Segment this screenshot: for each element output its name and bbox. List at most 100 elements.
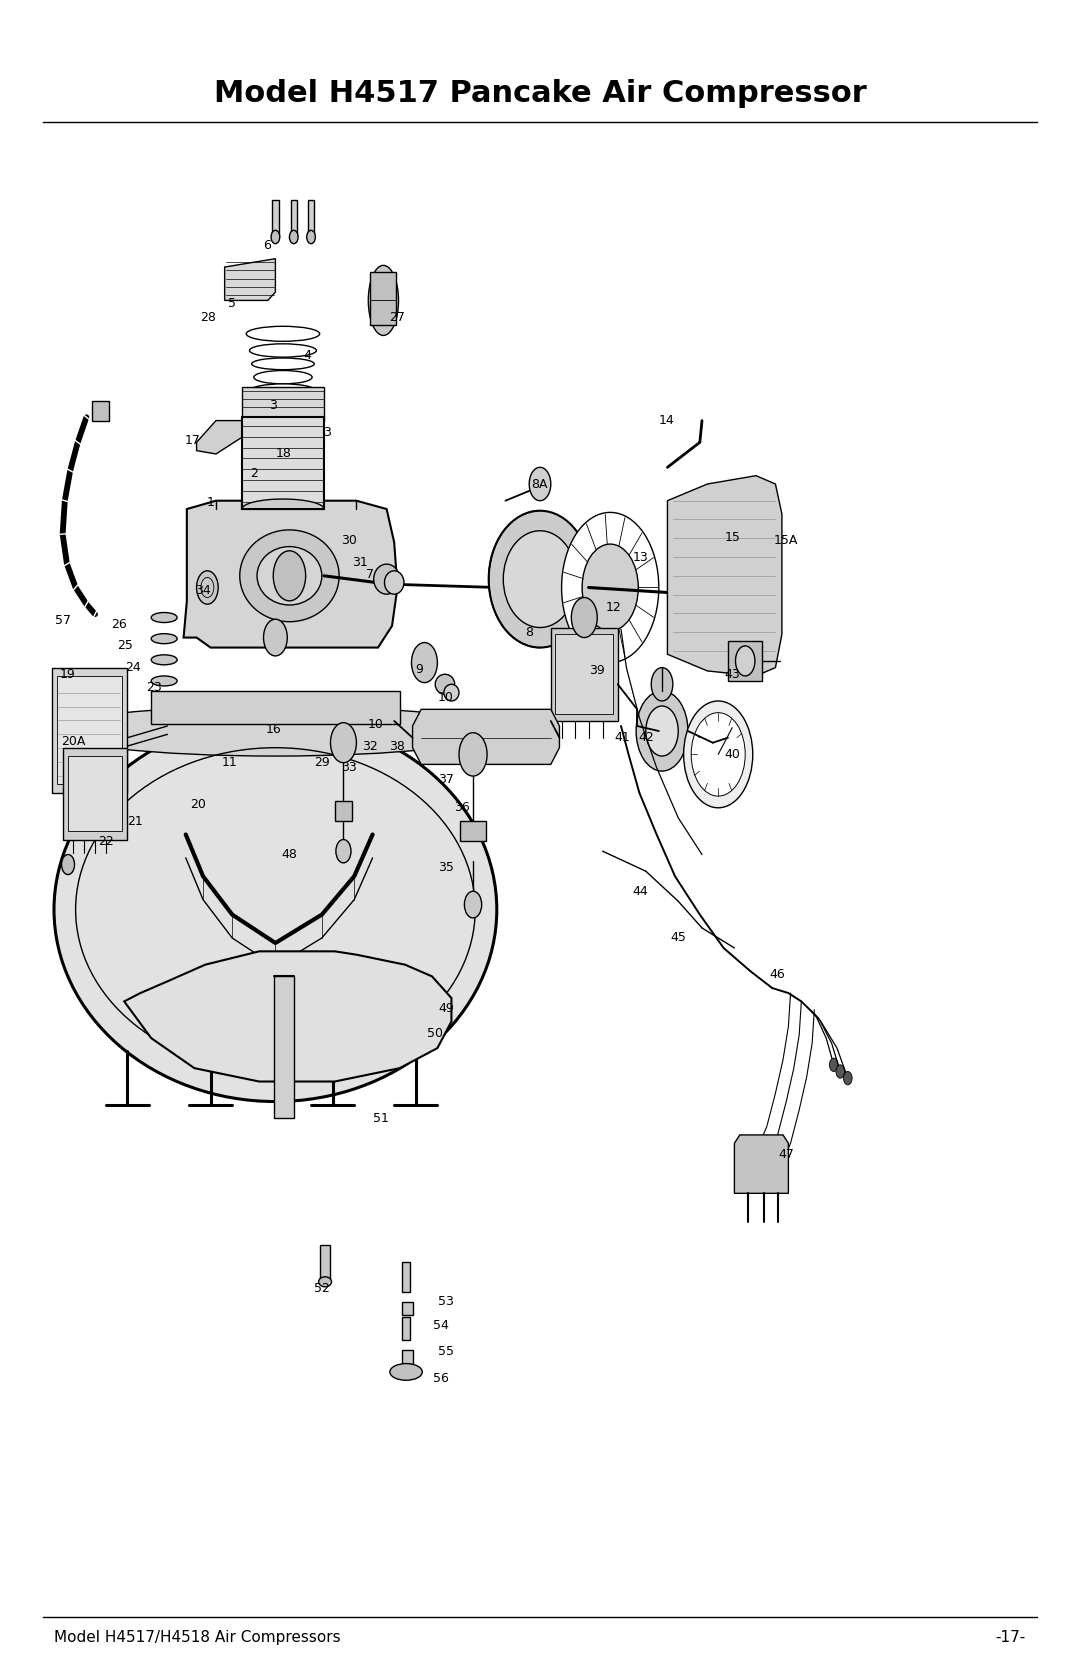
- Circle shape: [571, 598, 597, 638]
- Polygon shape: [184, 501, 397, 648]
- Text: 32: 32: [363, 739, 378, 753]
- Text: 12: 12: [606, 601, 621, 614]
- Ellipse shape: [54, 718, 497, 1102]
- Text: 3: 3: [269, 399, 278, 412]
- Text: 9: 9: [415, 663, 423, 676]
- Bar: [551, 628, 618, 721]
- Circle shape: [529, 467, 551, 501]
- Ellipse shape: [390, 1364, 422, 1380]
- Circle shape: [843, 1071, 852, 1085]
- Ellipse shape: [252, 359, 314, 371]
- Bar: [52, 668, 127, 793]
- Text: 47: 47: [779, 1148, 794, 1162]
- Bar: [151, 691, 400, 724]
- Bar: [460, 821, 486, 841]
- Ellipse shape: [246, 325, 320, 342]
- Circle shape: [646, 706, 678, 756]
- Bar: [274, 976, 294, 1118]
- Text: 39: 39: [590, 664, 605, 678]
- Polygon shape: [197, 421, 242, 454]
- Bar: [272, 200, 279, 237]
- Ellipse shape: [444, 684, 459, 701]
- Text: 29: 29: [314, 756, 329, 769]
- Bar: [57, 676, 122, 784]
- Text: 14: 14: [659, 414, 674, 427]
- Text: 46: 46: [770, 968, 785, 981]
- Ellipse shape: [254, 371, 312, 384]
- Text: 54: 54: [433, 1319, 448, 1332]
- Text: 31: 31: [352, 556, 367, 569]
- Ellipse shape: [249, 344, 316, 357]
- Text: 17: 17: [185, 434, 200, 447]
- Bar: [242, 417, 324, 509]
- Text: 23: 23: [147, 681, 162, 694]
- Circle shape: [411, 643, 437, 683]
- Text: 45: 45: [671, 931, 686, 945]
- Bar: [92, 401, 109, 421]
- Circle shape: [264, 619, 287, 656]
- Bar: [68, 756, 122, 831]
- Text: 19: 19: [60, 668, 76, 681]
- Ellipse shape: [374, 564, 400, 594]
- Bar: [335, 801, 352, 821]
- Ellipse shape: [382, 1001, 406, 1018]
- Text: 38: 38: [390, 739, 405, 753]
- Text: 15: 15: [725, 531, 740, 544]
- Text: 10: 10: [368, 718, 383, 731]
- Text: 30: 30: [341, 534, 356, 547]
- Ellipse shape: [384, 571, 404, 594]
- Circle shape: [336, 840, 351, 863]
- Text: 44: 44: [633, 885, 648, 898]
- Text: 48: 48: [282, 848, 297, 861]
- Text: 25: 25: [118, 639, 133, 653]
- Circle shape: [684, 701, 753, 808]
- Circle shape: [582, 544, 638, 631]
- Ellipse shape: [54, 706, 497, 756]
- Text: 26: 26: [111, 618, 126, 631]
- Text: 57: 57: [55, 614, 70, 628]
- Text: 4: 4: [303, 349, 312, 362]
- Circle shape: [464, 891, 482, 918]
- Text: 8: 8: [525, 626, 534, 639]
- Text: 16: 16: [266, 723, 281, 736]
- Text: 18: 18: [276, 447, 292, 461]
- Bar: [402, 1302, 413, 1315]
- Text: 42: 42: [638, 731, 653, 744]
- Text: 11: 11: [222, 756, 238, 769]
- Bar: [291, 200, 297, 237]
- Circle shape: [691, 713, 745, 796]
- Text: Model H4517 Pancake Air Compressor: Model H4517 Pancake Air Compressor: [214, 78, 866, 108]
- Ellipse shape: [242, 499, 324, 519]
- Ellipse shape: [319, 1277, 332, 1287]
- Ellipse shape: [240, 531, 339, 623]
- Text: 53: 53: [438, 1295, 454, 1308]
- Polygon shape: [413, 709, 559, 764]
- Text: 2: 2: [249, 467, 258, 481]
- Text: 22: 22: [98, 834, 113, 848]
- Text: 28: 28: [201, 310, 216, 324]
- Text: 37: 37: [438, 773, 454, 786]
- Text: 7: 7: [366, 567, 375, 581]
- Text: Model H4517/H4518 Air Compressors: Model H4517/H4518 Air Compressors: [54, 1631, 340, 1644]
- Circle shape: [307, 230, 315, 244]
- Text: 33: 33: [341, 761, 356, 774]
- Text: 6: 6: [262, 239, 271, 252]
- Circle shape: [836, 1065, 845, 1078]
- Text: 43: 43: [725, 668, 740, 681]
- Circle shape: [829, 1058, 838, 1071]
- Text: 56: 56: [433, 1372, 448, 1385]
- Bar: [242, 387, 324, 421]
- Text: 20: 20: [190, 798, 205, 811]
- Circle shape: [636, 691, 688, 771]
- Text: 5: 5: [228, 297, 237, 310]
- Circle shape: [388, 1041, 401, 1061]
- Text: 24: 24: [125, 661, 140, 674]
- Polygon shape: [667, 476, 782, 676]
- Bar: [555, 634, 613, 714]
- Bar: [320, 1245, 330, 1282]
- Bar: [402, 1350, 413, 1364]
- Text: 40: 40: [725, 748, 740, 761]
- Circle shape: [735, 646, 755, 676]
- Text: 3: 3: [323, 426, 332, 439]
- Circle shape: [273, 551, 306, 601]
